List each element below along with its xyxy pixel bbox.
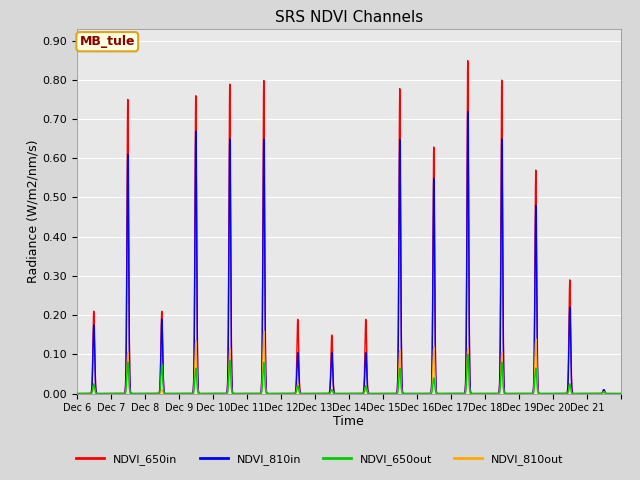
Text: MB_tule: MB_tule — [79, 35, 135, 48]
X-axis label: Time: Time — [333, 415, 364, 428]
Legend: NDVI_650in, NDVI_810in, NDVI_650out, NDVI_810out: NDVI_650in, NDVI_810in, NDVI_650out, NDV… — [72, 450, 568, 469]
Title: SRS NDVI Channels: SRS NDVI Channels — [275, 10, 423, 25]
Y-axis label: Radiance (W/m2/nm/s): Radiance (W/m2/nm/s) — [26, 140, 40, 283]
